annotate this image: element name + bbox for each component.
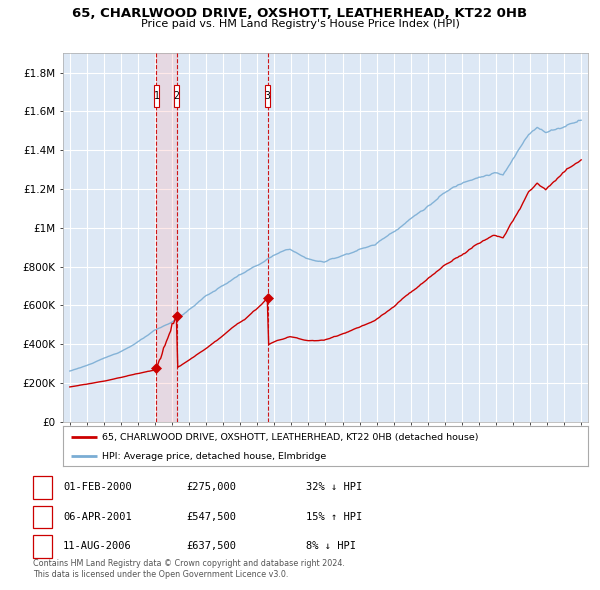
Text: Price paid vs. HM Land Registry's House Price Index (HPI): Price paid vs. HM Land Registry's House … — [140, 19, 460, 29]
Text: 06-APR-2001: 06-APR-2001 — [63, 512, 132, 522]
Text: £275,000: £275,000 — [186, 483, 236, 492]
Text: £547,500: £547,500 — [186, 512, 236, 522]
Text: HPI: Average price, detached house, Elmbridge: HPI: Average price, detached house, Elmb… — [103, 451, 326, 461]
Text: 11-AUG-2006: 11-AUG-2006 — [63, 542, 132, 551]
Text: Contains HM Land Registry data © Crown copyright and database right 2024.: Contains HM Land Registry data © Crown c… — [33, 559, 345, 568]
Text: 3: 3 — [40, 542, 46, 551]
Text: 8% ↓ HPI: 8% ↓ HPI — [306, 542, 356, 551]
Bar — [157, 53, 176, 422]
Text: 1: 1 — [40, 483, 46, 492]
Text: 2: 2 — [174, 91, 179, 101]
Text: This data is licensed under the Open Government Licence v3.0.: This data is licensed under the Open Gov… — [33, 571, 289, 579]
Text: 65, CHARLWOOD DRIVE, OXSHOTT, LEATHERHEAD, KT22 0HB: 65, CHARLWOOD DRIVE, OXSHOTT, LEATHERHEA… — [73, 7, 527, 20]
Text: 2: 2 — [40, 512, 46, 522]
Text: 1: 1 — [154, 91, 160, 101]
Text: 32% ↓ HPI: 32% ↓ HPI — [306, 483, 362, 492]
FancyBboxPatch shape — [154, 85, 159, 107]
FancyBboxPatch shape — [175, 85, 179, 107]
Text: 15% ↑ HPI: 15% ↑ HPI — [306, 512, 362, 522]
Text: 3: 3 — [265, 91, 271, 101]
FancyBboxPatch shape — [265, 85, 270, 107]
Text: 65, CHARLWOOD DRIVE, OXSHOTT, LEATHERHEAD, KT22 0HB (detached house): 65, CHARLWOOD DRIVE, OXSHOTT, LEATHERHEA… — [103, 432, 479, 442]
Text: 01-FEB-2000: 01-FEB-2000 — [63, 483, 132, 492]
Text: £637,500: £637,500 — [186, 542, 236, 551]
